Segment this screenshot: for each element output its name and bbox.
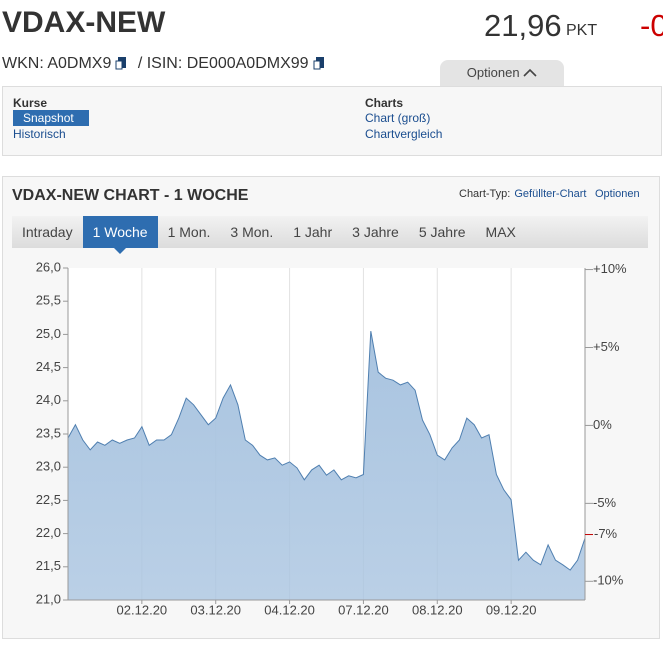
range-tab[interactable]: 5 Jahre [418,224,466,240]
x-tick-label: 08.12.20 [412,602,463,617]
wkn: WKN: A0DMX9 [2,55,112,72]
range-tab[interactable]: 3 Jahre [352,224,399,240]
y-tick-label: 24,5 [36,359,61,374]
y-tick-label: 25,5 [36,293,61,308]
range-tab[interactable]: Intraday [22,224,73,240]
y-tick-label: 24,0 [36,392,61,407]
x-tick-label: 02.12.20 [117,602,168,617]
chart: 21,0 21,5 22,0 22,5 23,0 23,5 24,0 24,5 25,0 25,5… [36,259,627,617]
range-tab[interactable]: MAX [485,224,516,240]
range-tabs: Intraday 1 Woche 1 Mon. 3 Mon. 1 Jahr 3 Jahre… [12,216,648,254]
price-unit: PKT [566,22,598,39]
y2-tick-label: +5% [593,339,620,354]
chart-type: Chart-Typ: Gefüllter-Chart [459,188,587,200]
options-tab-label[interactable]: Optionen [466,65,520,80]
y2-tick-label: -5% [593,495,617,510]
x-tick-label: 03.12.20 [190,602,241,617]
nav-heading: Charts [365,96,404,110]
y-tick-label: 25,0 [36,326,61,341]
nav-kurse: Kurse Snapshot Historisch [13,96,89,142]
y-tick-label: 23,5 [36,425,61,440]
price: 21,96 [484,8,562,43]
nav-heading: Kurse [13,96,48,110]
nav-link[interactable]: Chartvergleich [365,127,443,141]
identifiers: WKN: A0DMX9 / ISIN: DE000A0DMX99 [2,55,331,73]
y-tick-label: 22,0 [36,525,61,540]
panel-options[interactable]: Optionen [595,188,640,200]
y-tick-label: 22,5 [36,492,61,507]
nav-link[interactable]: Historisch [13,127,66,141]
x-tick-label: 09.12.20 [486,602,537,617]
y-tick-label: 23,0 [36,459,61,474]
x-tick-label: 04.12.20 [264,602,315,617]
isin: / ISIN: DE000A0DMX99 [137,55,309,72]
y-tick-label: 21,5 [36,558,61,573]
area-line [67,331,586,571]
y-tick-label: 26,0 [36,259,61,274]
nav-link[interactable]: Snapshot [13,110,89,126]
copy-icon[interactable] [313,56,327,70]
nav-charts: Charts Chart (groß) Chartvergleich [365,96,442,142]
price-change: -0 [640,8,663,43]
y2-tick-label: 0% [593,417,612,432]
copy-icon[interactable] [115,56,129,70]
chevron [523,68,537,77]
current-marker-label: -7% [594,526,618,541]
y2-tick-label: -10% [593,573,624,588]
range-tab[interactable]: 3 Mon. [230,224,274,240]
range-tab[interactable]: 1 Woche [82,216,158,254]
panel-title: VDAX-NEW CHART - 1 WOCHE [12,187,249,204]
title: VDAX-NEW [2,6,166,39]
options-tab[interactable]: Optionen [440,60,564,86]
nav-box: Kurse Snapshot Historisch Charts Chart (… [2,86,662,156]
range-tab[interactable]: 1 Jahr [293,224,333,240]
chart-type-link[interactable]: Gefüllter-Chart [514,188,587,200]
range-tab[interactable]: 1 Mon. [167,224,211,240]
y2-tick-label: +10% [593,261,627,276]
chart-type-label: Chart-Typ: [459,188,511,200]
area [68,331,585,600]
nav-link[interactable]: Chart (groß) [365,111,431,125]
y-tick-label: 21,0 [36,591,61,606]
x-tick-label: 07.12.20 [338,602,389,617]
